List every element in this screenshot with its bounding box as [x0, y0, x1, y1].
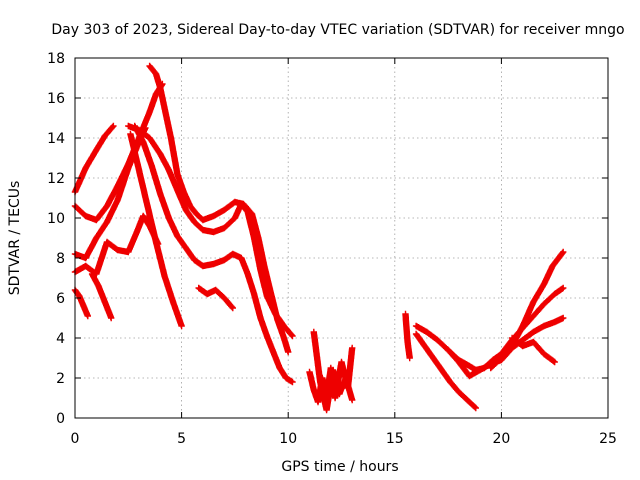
data-point-markers — [508, 334, 558, 366]
series-track-a — [71, 122, 117, 196]
data-point-markers — [88, 270, 115, 322]
series-track-m — [310, 328, 356, 414]
x-tick-label: 10 — [279, 431, 297, 447]
series-track-r — [487, 248, 567, 372]
series-track-p — [412, 330, 479, 412]
series-track-k — [195, 284, 236, 312]
y-tick-label: 10 — [47, 211, 65, 227]
x-tick-label: 0 — [71, 431, 80, 447]
series-track-j — [127, 130, 185, 330]
data-point-markers — [402, 310, 413, 362]
y-tick-label: 4 — [56, 331, 65, 347]
data-point-markers — [412, 330, 479, 412]
data-point-markers — [195, 284, 236, 312]
y-axis-title: SDTVAR / TECUs — [7, 181, 23, 296]
x-axis-title: GPS time / hours — [281, 459, 398, 475]
y-tick-label: 0 — [56, 411, 65, 427]
series-track-h — [125, 122, 296, 340]
plot-frame — [74, 57, 609, 419]
series-track-n — [402, 310, 413, 362]
data-marks — [71, 62, 567, 414]
series-track-s — [508, 334, 558, 366]
y-tick-label: 16 — [47, 91, 65, 107]
series-track-i — [131, 122, 296, 386]
y-tick-label: 18 — [47, 51, 65, 67]
data-point-markers — [310, 328, 356, 414]
data-point-markers — [71, 124, 149, 262]
x-tick-label: 25 — [599, 431, 617, 447]
series-track-d — [71, 212, 162, 278]
grid — [75, 58, 608, 418]
y-tick-label: 14 — [47, 131, 65, 147]
data-point-markers — [127, 130, 185, 330]
data-point-markers — [487, 248, 567, 372]
data-point-markers — [131, 122, 296, 386]
y-tick-label: 12 — [47, 171, 65, 187]
x-tick-label: 20 — [492, 431, 510, 447]
y-tick-label: 6 — [56, 291, 65, 307]
data-point-markers — [71, 212, 162, 278]
data-point-markers — [71, 122, 117, 196]
x-tick-label: 5 — [177, 431, 186, 447]
series-track-f — [88, 270, 115, 322]
series-track-c — [71, 124, 149, 262]
data-point-markers — [125, 122, 296, 340]
y-axis: 0 2 4 6 8 10 12 14 16 18 — [47, 51, 608, 427]
y-tick-label: 8 — [56, 251, 65, 267]
x-axis: 0 5 10 15 20 25 — [71, 58, 617, 447]
x-tick-label: 15 — [386, 431, 404, 447]
y-tick-label: 2 — [56, 371, 65, 387]
chart-title: Day 303 of 2023, Sidereal Day-to-day VTE… — [51, 22, 624, 38]
